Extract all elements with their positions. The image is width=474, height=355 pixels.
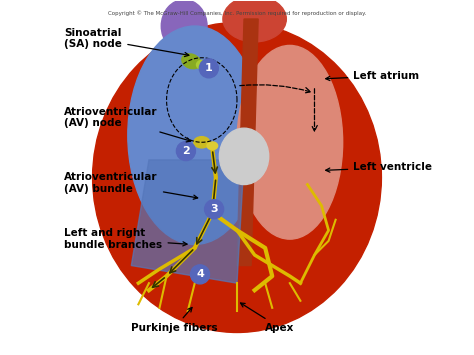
Ellipse shape	[194, 137, 210, 148]
Ellipse shape	[161, 0, 207, 53]
Circle shape	[176, 142, 195, 160]
Text: 4: 4	[196, 269, 204, 279]
Polygon shape	[237, 19, 258, 266]
Text: Atrioventricular
(AV) node: Atrioventricular (AV) node	[64, 107, 191, 142]
Circle shape	[205, 200, 224, 219]
Polygon shape	[131, 160, 244, 283]
Circle shape	[191, 265, 210, 284]
Ellipse shape	[237, 45, 343, 239]
Ellipse shape	[128, 26, 262, 245]
Text: Left ventricle: Left ventricle	[326, 163, 432, 173]
Text: Atrioventricular
(AV) bundle: Atrioventricular (AV) bundle	[64, 172, 198, 199]
Ellipse shape	[182, 54, 201, 69]
Text: 2: 2	[182, 146, 190, 156]
Text: Sinoatrial
(SA) node: Sinoatrial (SA) node	[64, 28, 189, 56]
Text: 1: 1	[205, 63, 213, 73]
Circle shape	[199, 59, 219, 78]
Ellipse shape	[92, 22, 382, 333]
Ellipse shape	[223, 0, 286, 42]
Text: 3: 3	[210, 204, 218, 214]
Text: Left and right
bundle branches: Left and right bundle branches	[64, 228, 187, 250]
Ellipse shape	[197, 60, 207, 69]
Text: Left atrium: Left atrium	[326, 71, 419, 81]
Text: Apex: Apex	[240, 303, 294, 333]
Text: Copyright © The McGraw-Hill Companies, Inc. Permission required for reproduction: Copyright © The McGraw-Hill Companies, I…	[108, 10, 366, 16]
Ellipse shape	[207, 142, 218, 150]
Text: Purkinje fibers: Purkinje fibers	[131, 307, 218, 333]
Ellipse shape	[219, 128, 269, 185]
